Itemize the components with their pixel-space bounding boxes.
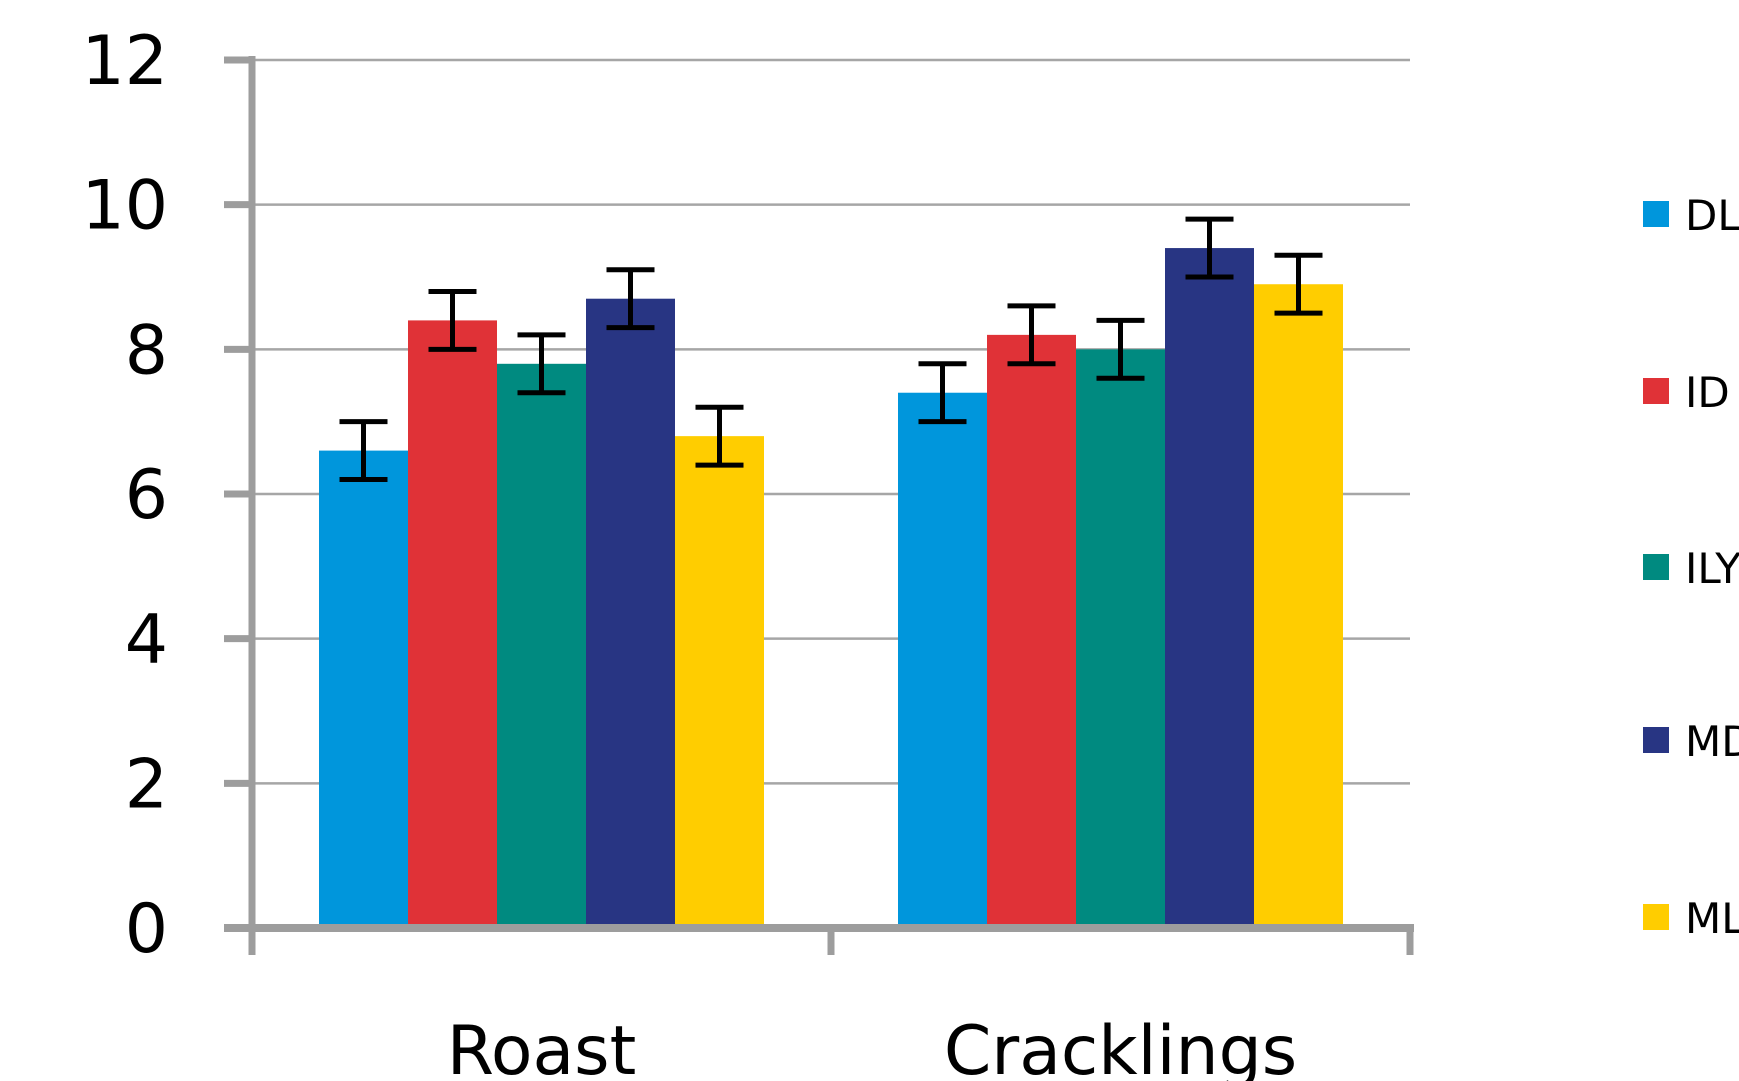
bar-MD-Cracklings [1165,248,1254,928]
legend-item-ID: ID [1643,368,1730,417]
y-tick-label: 4 [125,601,168,680]
legend-swatch [1643,904,1669,930]
legend-item-DL: DL [1643,191,1739,240]
legend-label: ML [1685,894,1739,943]
legend: DL ID ILY MD ML [1643,191,1739,943]
bar-ILY-Roast [497,364,586,928]
bar-ID-Cracklings [987,335,1076,928]
bar-ML-Cracklings [1254,284,1343,928]
legend-swatch [1643,201,1669,227]
bar-DL-Cracklings [898,393,987,928]
x-category-label: Cracklings [944,1012,1297,1081]
bar-ILY-Cracklings [1076,349,1165,928]
legend-swatch [1643,554,1669,580]
y-tick-label: 6 [125,456,168,535]
bar-ML-Roast [675,436,764,928]
legend-item-ML: ML [1643,894,1739,943]
legend-label: MD [1685,717,1739,766]
bar-ID-Roast [408,320,497,928]
legend-label: ILY [1685,544,1739,593]
legend-item-MD: MD [1643,717,1739,766]
y-tick-label: 0 [125,890,168,969]
bar-DL-Roast [319,451,408,928]
legend-label: DL [1685,191,1739,240]
x-category-labels: Roast Cracklings [447,1012,1297,1081]
bar-MD-Roast [586,299,675,928]
legend-label: ID [1685,368,1730,417]
legend-item-ILY: ILY [1643,544,1739,593]
legend-swatch [1643,727,1669,753]
y-tick-label: 2 [125,745,168,824]
y-tick-label: 12 [81,22,168,101]
y-tick-labels: 0 2 4 6 8 10 12 [81,22,168,969]
x-category-label: Roast [447,1012,637,1081]
legend-swatch [1643,378,1669,404]
y-tick-label: 8 [125,311,168,390]
y-tick-label: 10 [81,167,168,246]
